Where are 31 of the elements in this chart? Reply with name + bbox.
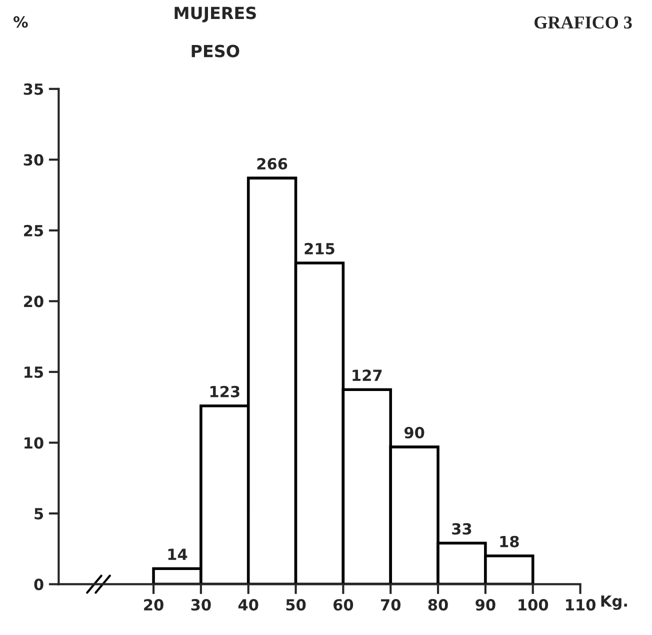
x-tick-label: 60 (334, 599, 354, 611)
annotation: 215 (304, 242, 334, 254)
chart-subtitle: PESO (192, 44, 240, 58)
y-tick-label: 15 (24, 366, 44, 378)
x-tick-label: 20 (144, 599, 164, 611)
annotation: 33 (452, 523, 472, 535)
y-tick-label: 20 (24, 296, 44, 308)
annotation: 123 (210, 386, 240, 398)
x-tick-label: 40 (238, 599, 258, 611)
x-axis-title: Kg. (601, 595, 627, 610)
y-tick-label: 10 (24, 437, 44, 449)
x-tick-label: 100 (518, 599, 548, 611)
x-tick-label: 80 (428, 599, 448, 611)
x-tick-label: 90 (476, 599, 496, 611)
text: GRAFICO 3 (534, 16, 632, 29)
x-tick-label: 30 (191, 599, 211, 611)
y-tick-label: 30 (24, 154, 44, 166)
annotation: 90 (404, 426, 424, 438)
x-tick-label: 50 (286, 599, 306, 611)
chart-title: MUJERES (174, 6, 256, 22)
annotation: 266 (257, 158, 288, 170)
x-tick-label: 70 (381, 599, 401, 611)
y-tick-label: 25 (24, 224, 44, 236)
y-tick-label: 0 (34, 578, 44, 590)
y-tick-label: 5 (34, 508, 44, 520)
annotation: 127 (352, 370, 382, 381)
y-tick-label: 35 (24, 83, 44, 95)
x-tick-label: 110 (566, 599, 596, 611)
annotation: 18 (500, 536, 519, 548)
y-axis-title: % (14, 16, 28, 28)
annotation: 14 (168, 548, 188, 560)
